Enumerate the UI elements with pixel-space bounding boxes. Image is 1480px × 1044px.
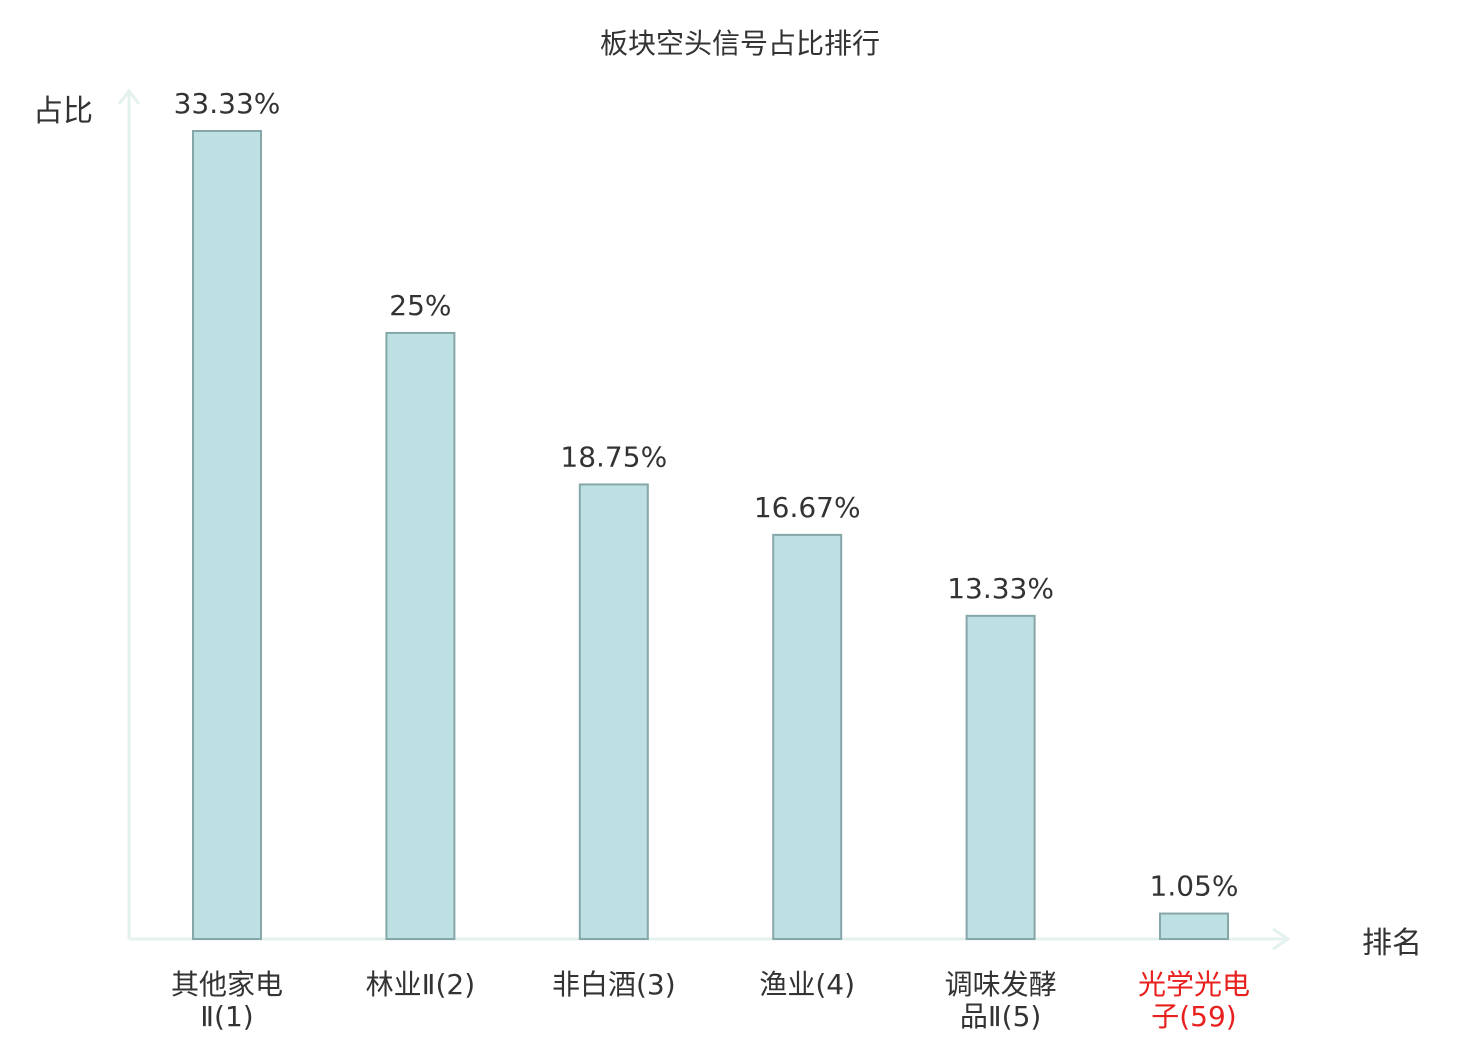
data-label: 25% <box>389 289 451 322</box>
y-axis-arrow <box>117 88 141 105</box>
x-tick-label: 林业Ⅱ(2) <box>366 968 475 1001</box>
x-tick-label: 子(59) <box>1151 1000 1236 1033</box>
x-tick-label: 光学光电 <box>1138 968 1250 1001</box>
x-axis-arrow <box>1272 927 1291 951</box>
data-label: 1.05% <box>1150 870 1239 903</box>
data-label: 16.67% <box>754 491 861 524</box>
y-axis-label: 占比 <box>33 94 93 129</box>
data-label: 33.33% <box>174 87 281 120</box>
bar <box>1159 912 1229 941</box>
x-tick-label: 渔业(4) <box>759 968 855 1001</box>
x-tick-label: 调味发酵 <box>945 968 1057 1001</box>
data-label: 18.75% <box>560 440 667 473</box>
bar <box>578 483 649 940</box>
bar <box>192 130 262 940</box>
x-tick-label: 品Ⅱ(5) <box>960 1000 1041 1033</box>
bar <box>772 533 843 940</box>
data-label: 13.33% <box>947 572 1054 605</box>
x-axis-label: 排名 <box>1362 926 1422 961</box>
bar <box>965 614 1036 941</box>
x-tick-label: Ⅱ(1) <box>200 1000 253 1033</box>
x-tick-label: 非白酒(3) <box>552 968 676 1001</box>
chart-title: 板块空头信号占比排行 <box>600 27 880 60</box>
axes <box>117 88 1291 951</box>
bar <box>385 331 456 940</box>
x-tick-label: 其他家电 <box>171 968 283 1001</box>
